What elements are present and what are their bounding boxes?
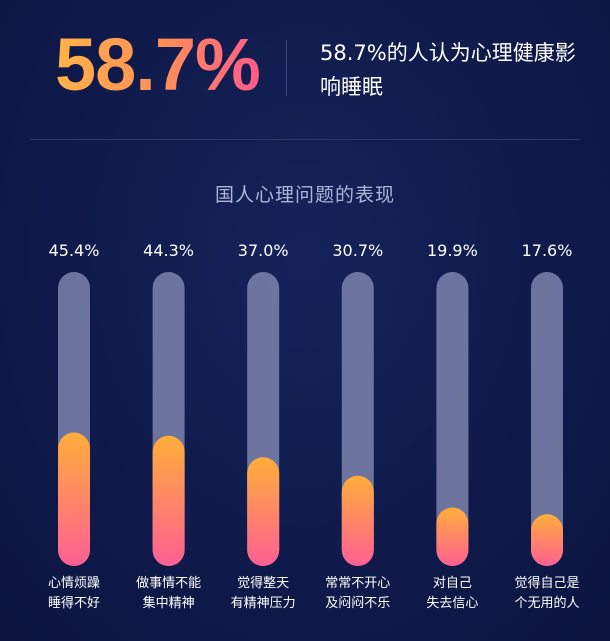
value-label: 30.7%	[332, 241, 383, 260]
category-label: 做事情不能 集中精神	[124, 574, 214, 614]
category-label-line: 心情烦躁	[47, 576, 100, 591]
bar	[531, 514, 563, 566]
value-label: 17.6%	[522, 241, 573, 260]
category-label-line: 对自己	[432, 576, 472, 591]
header: 58.7% 58.7%的人认为心理健康影响睡眠	[0, 0, 610, 140]
category-label-line: 睡得不好	[47, 596, 100, 611]
chart-title: 国人心理问题的表现	[214, 184, 395, 206]
category-label-line: 失去信心	[426, 596, 479, 611]
category-label-line: 集中精神	[142, 596, 195, 611]
category-label: 对自己 失去信心	[407, 574, 497, 614]
bar-track	[436, 272, 469, 566]
bar-track	[531, 272, 563, 566]
bar	[152, 435, 185, 566]
headline: 58.7%的人认为心理健康影响睡眠	[320, 41, 576, 99]
category-label: 常常不开心及闷闷不乐	[313, 574, 403, 614]
category-label-line: 觉得整天	[237, 576, 290, 591]
value-label: 19.9%	[427, 241, 478, 260]
value-label: 44.3%	[143, 241, 194, 260]
category-label-line: 有精神压力	[230, 596, 296, 611]
vertical-divider	[286, 40, 287, 96]
category-label: 觉得自己是个无用的人	[502, 574, 592, 614]
value-label: 45.4%	[49, 241, 100, 260]
category-label-line: 常常不开心	[325, 576, 391, 591]
value-label: 37.0%	[238, 241, 289, 260]
category-label-line: 个无用的人	[514, 596, 580, 611]
big-stat: 58.7%	[55, 23, 261, 106]
category-label-line: 及闷闷不乐	[325, 596, 391, 611]
horizontal-divider	[30, 139, 580, 140]
category-label-line: 做事情不能	[136, 576, 202, 591]
bar	[58, 432, 90, 566]
category-label: 心情烦躁 睡得不好	[29, 574, 119, 614]
category-label: 觉得整天 有精神压力	[218, 574, 308, 614]
bar	[436, 507, 469, 566]
category-label-line: 觉得自己是	[514, 576, 580, 591]
bar	[247, 457, 280, 566]
bar	[341, 475, 374, 566]
